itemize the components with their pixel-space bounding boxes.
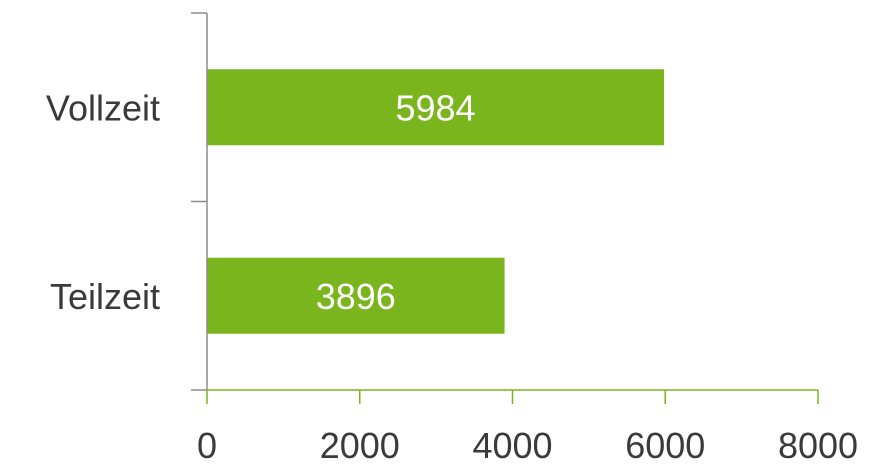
bar-vollzeit — [207, 69, 665, 146]
bar-teilzeit — [207, 257, 505, 334]
labels-group: 0 2000 4000 6000 8000 5984 Vollzeit 3896 Teilzei… — [46, 87, 858, 466]
bars-group — [207, 69, 665, 334]
category-label: Vollzeit — [46, 87, 160, 128]
data-label: 5984 — [395, 87, 475, 128]
x-tick-label: 4000 — [472, 425, 552, 466]
axes-group — [191, 12, 819, 404]
x-tick-label: 0 — [197, 425, 217, 466]
x-tick-label: 6000 — [625, 425, 705, 466]
x-tick-label: 2000 — [320, 425, 400, 466]
category-label: Teilzeit — [50, 276, 160, 317]
data-label: 3896 — [316, 276, 396, 317]
x-tick-label: 8000 — [778, 425, 858, 466]
